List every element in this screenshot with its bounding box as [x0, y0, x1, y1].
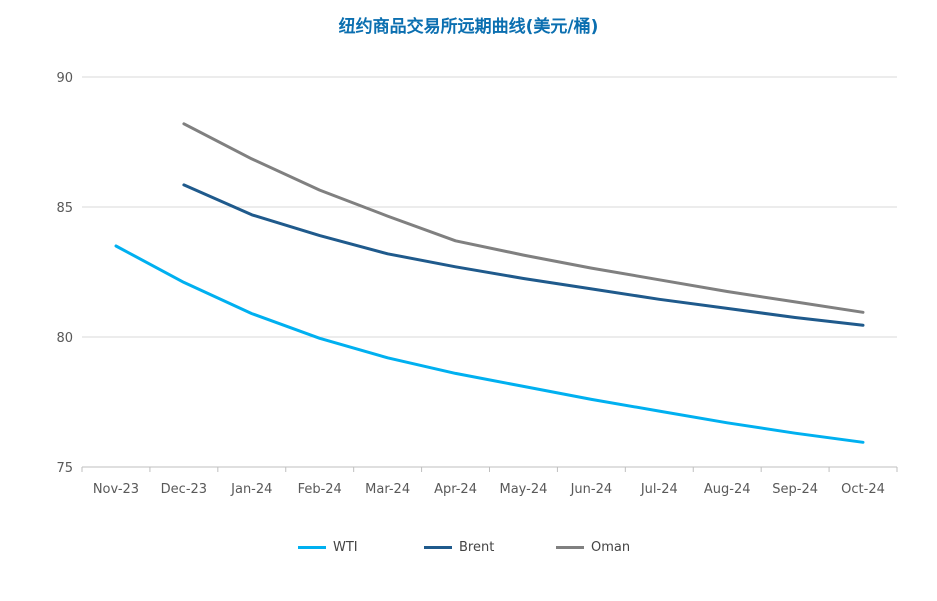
y-tick-label: 80	[56, 331, 73, 346]
legend: WTI Brent Oman	[0, 540, 937, 560]
legend-swatch	[424, 546, 452, 549]
y-tick-label: 75	[56, 461, 73, 476]
x-tick-label: Mar-24	[365, 482, 410, 497]
legend-swatch	[556, 546, 584, 549]
x-tick-label: Sep-24	[772, 482, 818, 497]
x-tick-label: Jan-24	[230, 482, 272, 497]
legend-label: WTI	[333, 540, 358, 555]
series-line-brent	[182, 183, 865, 327]
series-line-wti	[114, 244, 865, 444]
legend-item-wti: WTI	[298, 540, 358, 555]
x-tick-label: Oct-24	[841, 482, 885, 497]
series-line-oman	[182, 122, 865, 314]
legend-swatch	[298, 546, 326, 549]
y-tick-label: 90	[56, 71, 73, 86]
x-tick-label: Aug-24	[704, 482, 751, 497]
x-tick-label: Jun-24	[570, 482, 613, 497]
x-tick-label: Feb-24	[298, 482, 342, 497]
legend-item-brent: Brent	[424, 540, 494, 555]
legend-label: Brent	[459, 540, 495, 555]
chart-title: 纽约商品交易所远期曲线(美元/桶)	[338, 17, 599, 37]
x-tick-label: Apr-24	[434, 482, 477, 497]
x-tick-label: May-24	[500, 482, 548, 497]
x-tick-label: Nov-23	[93, 482, 139, 497]
y-tick-label: 85	[56, 201, 73, 216]
x-tick-label: Jul-24	[640, 482, 678, 497]
legend-item-oman: Oman	[556, 540, 630, 555]
legend-label: Oman	[591, 540, 631, 555]
x-tick-label: Dec-23	[161, 482, 207, 497]
